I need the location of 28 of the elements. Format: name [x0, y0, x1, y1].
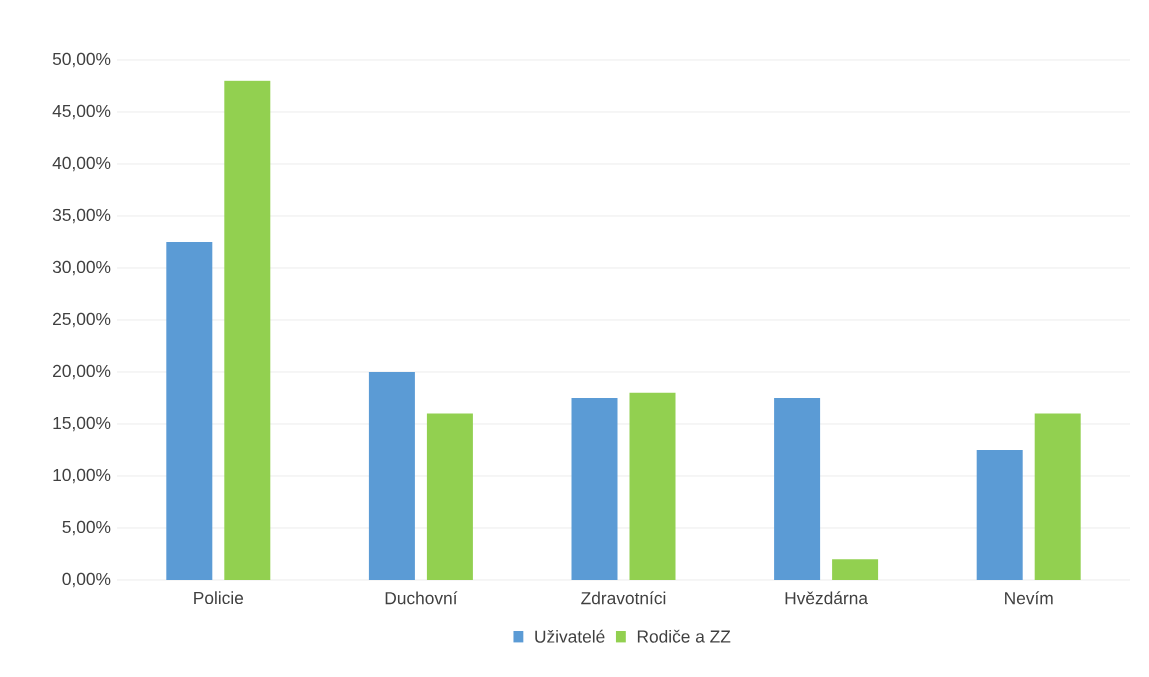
y-tick-label: 30,00% — [52, 260, 111, 276]
y-tick-label: 25,00% — [53, 312, 111, 328]
bar — [426, 413, 473, 580]
x-tick-label: Policie — [194, 591, 244, 605]
legend-label: Rodiče a ZZ — [637, 629, 731, 643]
y-tick-label: 50,00% — [52, 52, 111, 68]
bar — [224, 80, 271, 580]
bar — [774, 397, 821, 580]
y-tick-label: 10,00% — [53, 468, 111, 484]
y-tick-label: 0,00% — [62, 572, 111, 588]
y-tick-label: 40,00% — [52, 156, 111, 172]
y-tick-label: 5,00% — [62, 520, 111, 536]
bar — [629, 392, 676, 580]
y-tick-label: 20,00% — [53, 364, 111, 380]
bar — [832, 559, 879, 580]
bar — [368, 371, 415, 580]
x-tick-label: Hvězdárna — [785, 591, 868, 605]
legend-label: Uživatelé — [535, 629, 605, 643]
x-tick-label: Duchovní — [385, 591, 458, 605]
bar — [976, 449, 1023, 580]
x-tick-label: Zdravotníci — [581, 591, 666, 605]
bar — [1034, 413, 1081, 580]
y-tick-label: 45,00% — [52, 104, 111, 120]
y-tick-label: 35,00% — [52, 208, 111, 224]
y-tick-label: 15,00% — [53, 416, 111, 432]
bar — [571, 397, 618, 580]
bar — [166, 241, 213, 580]
x-tick-label: Nevím — [1005, 591, 1053, 605]
